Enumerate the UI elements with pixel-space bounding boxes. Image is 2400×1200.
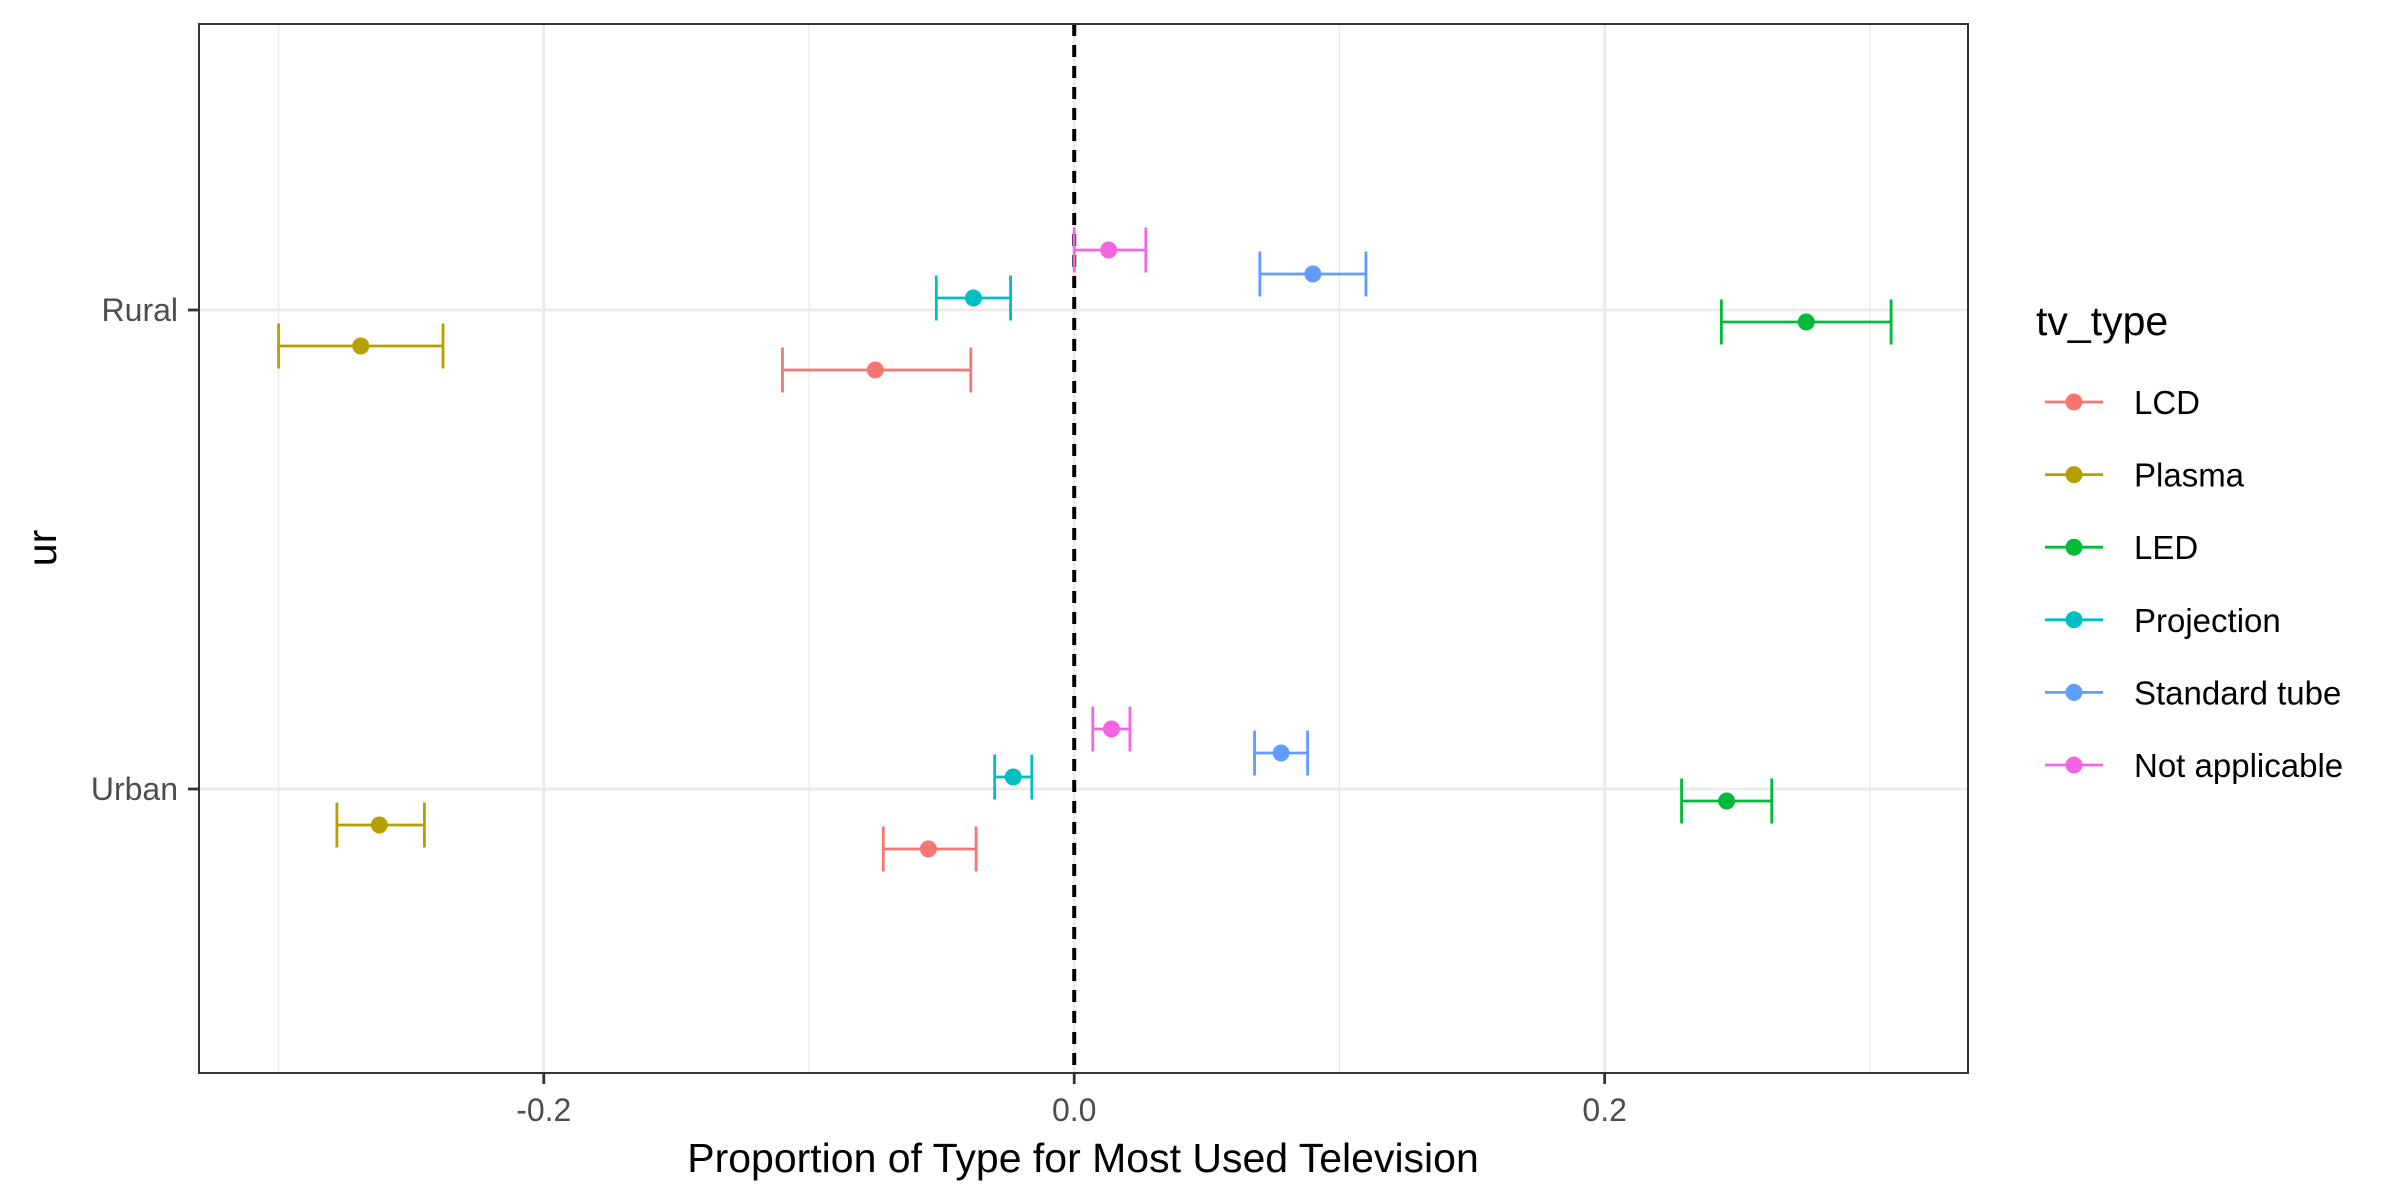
y-axis-title: ur (19, 530, 65, 566)
legend-entry: LCD (2045, 384, 2200, 421)
legend-key-point (2065, 756, 2083, 774)
legend-label: Plasma (2134, 457, 2245, 494)
legend-label: Standard tube (2134, 674, 2341, 711)
legend-key-point (2065, 538, 2083, 556)
legend-label: Projection (2134, 602, 2281, 639)
x-tick-label: -0.2 (516, 1092, 571, 1128)
errorbar-lcd-urban (881, 826, 978, 872)
data-point (866, 361, 884, 379)
errorbar-plasma-rural (277, 323, 445, 369)
y-tick-label: Urban (91, 771, 178, 807)
errorbar-not-applicable-urban (1091, 706, 1132, 752)
data-point (1102, 720, 1120, 738)
data-point (1797, 313, 1815, 331)
x-tick-label: 0.0 (1052, 1092, 1096, 1128)
x-tick-label: 0.2 (1582, 1092, 1626, 1128)
legend-entry: Not applicable (2045, 747, 2343, 784)
axes: -0.2 0.0 0.2 Rural Urban (91, 292, 1627, 1128)
errorbar-projection-urban (993, 754, 1034, 800)
legend-key-point (2065, 611, 2083, 629)
legend-entry: Plasma (2045, 457, 2245, 494)
errorbar-lcd-rural (781, 347, 973, 393)
y-tick-label: Rural (102, 292, 178, 328)
errorbar-led-rural (1719, 299, 1893, 345)
errorbar-not-applicable-rural (1072, 227, 1148, 273)
legend-title: tv_type (2036, 298, 2168, 344)
data-marks (277, 227, 1893, 872)
data-point (1100, 241, 1118, 259)
legend-entry: Standard tube (2045, 674, 2341, 711)
data-point (1272, 744, 1290, 762)
errorbar-standard-tube-urban (1253, 730, 1310, 776)
data-point (1718, 792, 1736, 810)
legend-key-point (2065, 683, 2083, 701)
plot-panel-border (198, 23, 1969, 1074)
legend-key-point (2065, 466, 2083, 484)
data-point (1004, 768, 1022, 786)
legend-entry: LED (2045, 529, 2198, 566)
data-point (1304, 265, 1322, 283)
errorbar-standard-tube-rural (1258, 251, 1368, 297)
legend: tv_type LCD Plasma LED Projection Standard t… (2036, 298, 2343, 784)
legend-label: LCD (2134, 384, 2200, 421)
data-point (352, 337, 370, 355)
legend-label: LED (2134, 529, 2198, 566)
legend-label: Not applicable (2134, 747, 2343, 784)
data-point (964, 289, 982, 307)
legend-entry: Projection (2045, 602, 2281, 639)
data-point (370, 816, 388, 834)
errorbar-led-urban (1680, 778, 1774, 824)
legend-key-point (2065, 393, 2083, 411)
errorbar-projection-rural (934, 275, 1012, 321)
x-axis-title: Proportion of Type for Most Used Televis… (687, 1135, 1479, 1181)
data-point (919, 840, 937, 858)
errorbar-plasma-urban (335, 802, 426, 848)
